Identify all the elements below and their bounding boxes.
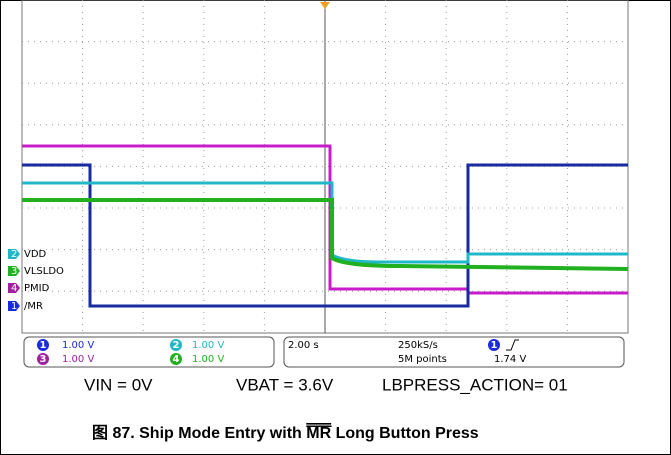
channel-scale: 1.00 V: [192, 354, 224, 365]
trace-mr: [22, 163, 628, 308]
channel-badge: [37, 339, 49, 351]
sample-rate: 250kS/s: [398, 340, 438, 351]
channel-number: 4: [11, 283, 17, 294]
channel-badge: [37, 353, 49, 365]
channel-labels: 2 VDD 3 VLSLDO 4 PMID 1 /MR: [8, 249, 64, 312]
channel-badge: [170, 339, 182, 351]
caption-text: Long Button Press: [331, 425, 479, 442]
status-bar: 1 1.00 V 2 1.00 V 3 1.00 V 4 1.00 V 2.00…: [23, 336, 625, 368]
trigger-channel: 1: [491, 340, 498, 351]
caption-overline: MR: [306, 425, 331, 442]
status-box: [23, 336, 275, 368]
trace-pmid: [22, 144, 628, 295]
figure-caption: 图 87. Ship Mode Entry with MR Long Butto…: [92, 424, 479, 442]
channel-label: VDD: [24, 249, 47, 260]
channel-badge: [488, 339, 500, 351]
trigger-level: 1.74 V: [494, 354, 526, 365]
channel-number: 1: [11, 301, 17, 312]
channel-marker: [8, 301, 20, 311]
trigger-marker: [320, 2, 330, 9]
condition: VIN = 0V: [84, 375, 153, 394]
channel-number: 1: [40, 340, 47, 351]
status-box: [283, 336, 625, 368]
caption-text: 图 87. Ship Mode Entry with: [92, 424, 306, 442]
channel-scale: 1.00 V: [192, 340, 224, 351]
channel-number: 3: [40, 354, 47, 365]
channel-badge: [170, 353, 182, 365]
channel-label: VLSLDO: [24, 266, 64, 277]
channel-marker: [8, 266, 20, 276]
trace-vlsldo: [22, 198, 629, 271]
channel-label: /MR: [24, 301, 43, 312]
channel-number: 4: [173, 354, 180, 365]
channel-number: 2: [173, 340, 180, 351]
channel-scale: 1.00 V: [62, 340, 94, 351]
record-length: 5M points: [398, 354, 447, 365]
timebase: 2.00 s: [288, 340, 319, 351]
trigger-slope-icon: [506, 339, 519, 351]
channel-marker: [8, 249, 20, 259]
condition: VBAT = 3.6V: [236, 375, 334, 394]
channel-label: PMID: [24, 283, 50, 294]
channel-scale: 1.00 V: [62, 354, 94, 365]
condition: LBPRESS_ACTION= 01: [382, 375, 568, 394]
channel-number: 2: [11, 249, 17, 260]
channel-number: 3: [11, 266, 17, 277]
channel-marker: [8, 283, 20, 293]
